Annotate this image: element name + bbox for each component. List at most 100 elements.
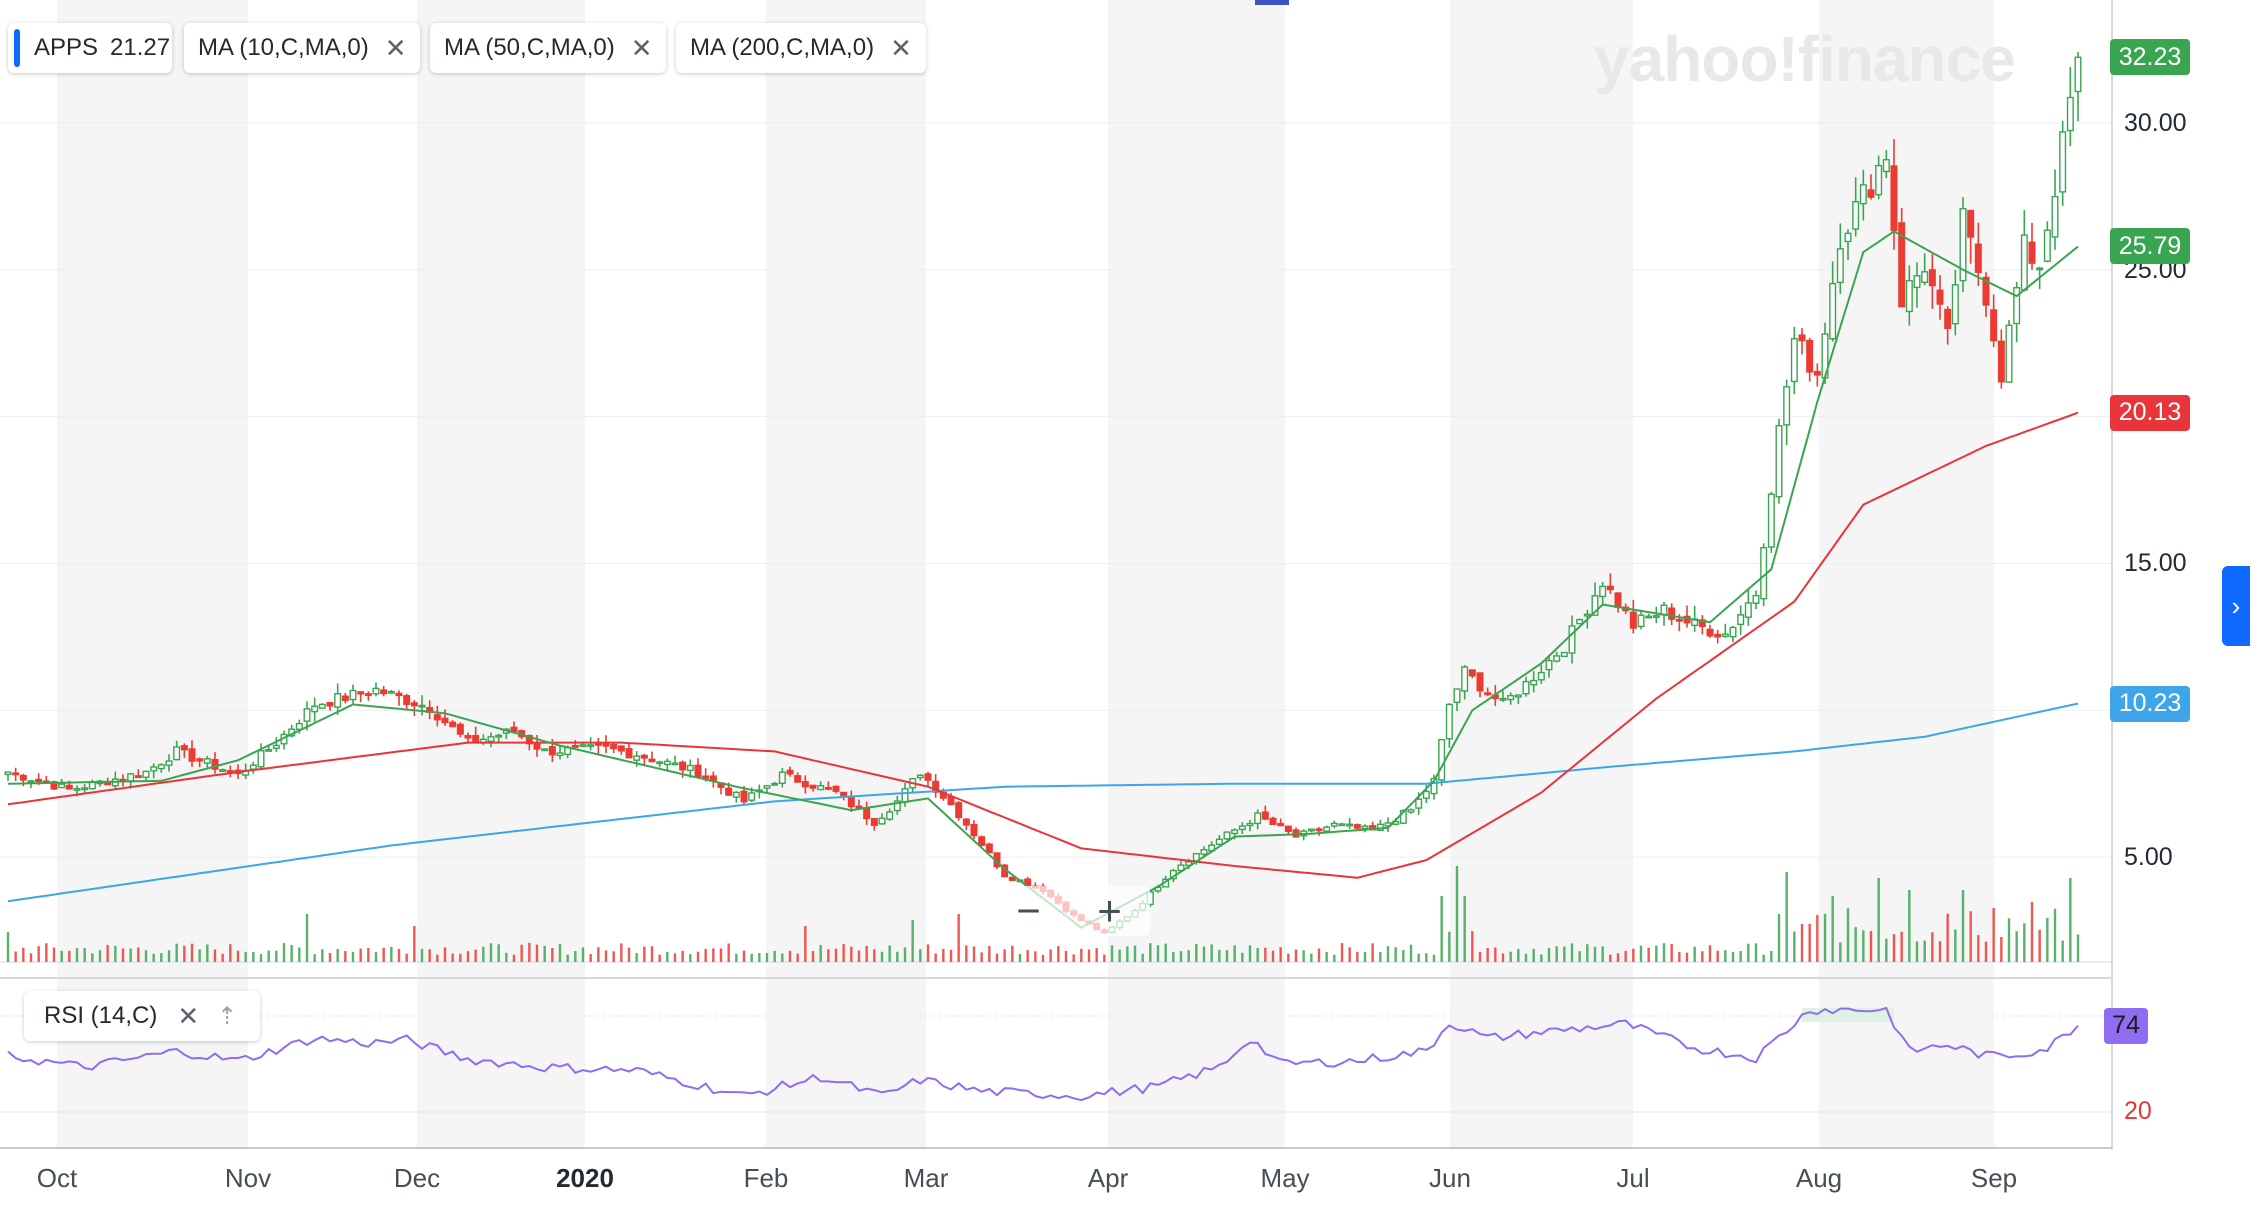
candle-body (464, 734, 472, 739)
candle-body (694, 764, 702, 778)
volume-bar (1064, 950, 1068, 962)
volume-bar (1187, 950, 1190, 962)
month-shade-band (417, 0, 585, 1148)
volume-bar (1126, 946, 1129, 962)
volume-bar (1992, 908, 1995, 962)
ma200-chip[interactable]: MA (200,C,MA,0) ✕ (676, 23, 926, 73)
volume-bar (213, 949, 217, 962)
volume-bar (1754, 943, 1758, 962)
volume-bar (482, 946, 485, 962)
candle-body (418, 704, 426, 708)
candle-body (487, 736, 495, 742)
candle-body (1476, 672, 1484, 692)
candle-body (2020, 234, 2028, 291)
arrow-up-icon[interactable]: ⇡ (217, 1002, 238, 1030)
volume-bar (1294, 949, 1298, 962)
volume-bar (1095, 948, 1098, 962)
candle-body (456, 723, 464, 735)
volume-bar (988, 946, 991, 962)
candle-body (870, 817, 878, 827)
ma50-chip[interactable]: MA (50,C,MA,0) ✕ (430, 23, 666, 73)
candle-body (740, 790, 748, 803)
volume-bar (413, 926, 416, 962)
candle-body (1959, 208, 1967, 282)
volume-bar (1080, 948, 1083, 962)
volume-bar (282, 943, 286, 962)
volume-bar (1854, 927, 1857, 962)
zoom-controls[interactable]: − + (988, 886, 1150, 936)
candle-body (1499, 697, 1507, 701)
volume-bar (206, 944, 209, 962)
ticker-price: 21.27 (110, 34, 171, 61)
candle-body (211, 758, 219, 770)
candle-body (671, 762, 679, 766)
volume-bar (428, 949, 431, 962)
candle-body (1246, 822, 1254, 827)
candle-body (1844, 232, 1852, 243)
candle-body (403, 695, 411, 705)
rsi-chip[interactable]: RSI (14,C) ✕ ⇡ (24, 991, 260, 1041)
volume-bar (811, 951, 815, 962)
candle-body (2066, 96, 2074, 132)
volume-bar (765, 953, 769, 962)
volume-bar (1647, 947, 1650, 962)
candle-body (763, 785, 771, 789)
volume-bar (1210, 944, 1213, 962)
candle-body (840, 791, 848, 797)
candle-body (1721, 633, 1729, 638)
volume-bar (1425, 953, 1428, 962)
volume-bar (2069, 878, 2072, 962)
zoom-out-button[interactable]: − (1016, 887, 1041, 934)
close-icon[interactable]: ✕ (630, 32, 653, 63)
volume-bar (1279, 947, 1282, 962)
volume-bar (229, 944, 232, 962)
candle-body (1468, 669, 1476, 677)
rsi-value-tag: 74 (2104, 1007, 2148, 1044)
candle-body (1668, 607, 1676, 620)
volume-bar (1478, 952, 1482, 962)
price-tag: 10.23 (2110, 685, 2190, 722)
volume-bar (1271, 950, 1275, 962)
volume-bar (137, 947, 140, 962)
close-icon[interactable]: ✕ (384, 32, 407, 63)
volume-bar (1340, 943, 1344, 962)
volume-bar (367, 947, 370, 962)
ticker-chip[interactable]: APPS 21.27 (8, 23, 172, 73)
volume-bar (14, 951, 17, 962)
candle-body (1514, 694, 1522, 698)
volume-bar (244, 951, 247, 962)
volume-bar (1808, 923, 1811, 962)
candle-body (579, 744, 587, 748)
month-shade-band (1819, 0, 1994, 1148)
volume-bar (1417, 953, 1420, 962)
volume-bar (6, 932, 10, 962)
y-tick-label: 30.00 (2124, 108, 2187, 137)
volume-bar (566, 954, 569, 962)
close-icon[interactable]: ✕ (890, 32, 912, 63)
volume-bar (1494, 947, 1497, 962)
volume-bar (1241, 952, 1244, 962)
ma10-chip[interactable]: MA (10,C,MA,0) ✕ (184, 23, 420, 73)
close-icon[interactable]: ✕ (177, 1000, 200, 1031)
yahoo-finance-watermark: yahoo!finance (1594, 23, 2016, 95)
zoom-in-button[interactable]: + (1097, 887, 1122, 934)
candle-body (847, 795, 855, 808)
volume-bar (1317, 948, 1321, 962)
candle-body (341, 695, 349, 702)
volume-bar (1670, 944, 1673, 962)
expand-panel-button[interactable]: › (2222, 566, 2250, 646)
volume-bar (275, 950, 278, 962)
candle-body (1928, 269, 1936, 287)
volume-bar (1777, 914, 1781, 962)
candle-body (1307, 828, 1315, 832)
candle-body (1568, 625, 1576, 654)
candle-body (1859, 184, 1867, 205)
candle-body (1323, 826, 1331, 832)
y-tick-label: 5.00 (2124, 843, 2173, 872)
candle-body (1553, 655, 1561, 662)
candle-body (1353, 824, 1361, 829)
volume-bar (1570, 943, 1574, 962)
volume-bar (1601, 946, 1604, 962)
